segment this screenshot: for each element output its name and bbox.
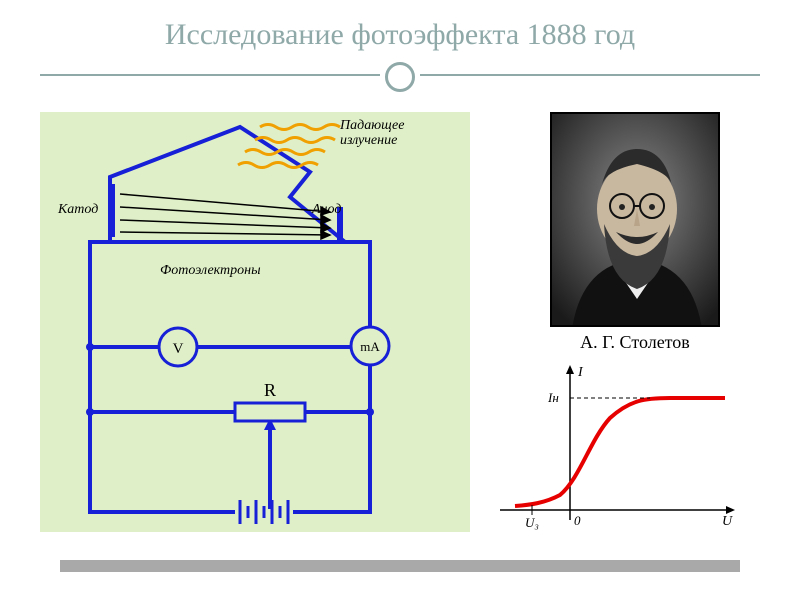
- voltmeter-label: V: [173, 341, 184, 357]
- wires: [90, 242, 370, 512]
- portrait-svg: [552, 114, 720, 327]
- circuit-diagram: mA V R Катод Анод Падающееизлучение Фото…: [40, 112, 470, 532]
- battery: [235, 500, 293, 524]
- decor-circle: [385, 62, 415, 92]
- content-area: mA V R Катод Анод Падающееизлучение Фото…: [40, 112, 760, 572]
- portrait-caption: А. Г. Столетов: [540, 332, 730, 353]
- resistor-label: R: [264, 380, 276, 400]
- stopping-voltage-label: U₃: [525, 515, 539, 530]
- graph-svg: I U Iн U₃ 0: [490, 360, 740, 540]
- iv-curve: [515, 398, 725, 506]
- photoelectrons-label: Фотоэлектроны: [160, 263, 261, 279]
- ammeter-label: mA: [360, 339, 380, 354]
- title-divider: [0, 62, 800, 102]
- x-axis-label: U: [722, 514, 733, 529]
- saturation-label: Iн: [547, 390, 559, 405]
- radiation-label: Падающееизлучение: [340, 118, 404, 149]
- cathode-label: Катод: [58, 202, 98, 218]
- anode-label: Анод: [312, 202, 341, 218]
- iv-graph: I U Iн U₃ 0: [490, 360, 740, 540]
- origin-label: 0: [574, 513, 581, 528]
- portrait: [550, 112, 720, 327]
- page-title: Исследование фотоэффекта 1888 год: [0, 0, 800, 62]
- circuit-svg: mA V R: [40, 112, 470, 532]
- footer-bar: [60, 560, 740, 572]
- y-axis-label: I: [577, 365, 584, 380]
- resistor: [235, 403, 305, 421]
